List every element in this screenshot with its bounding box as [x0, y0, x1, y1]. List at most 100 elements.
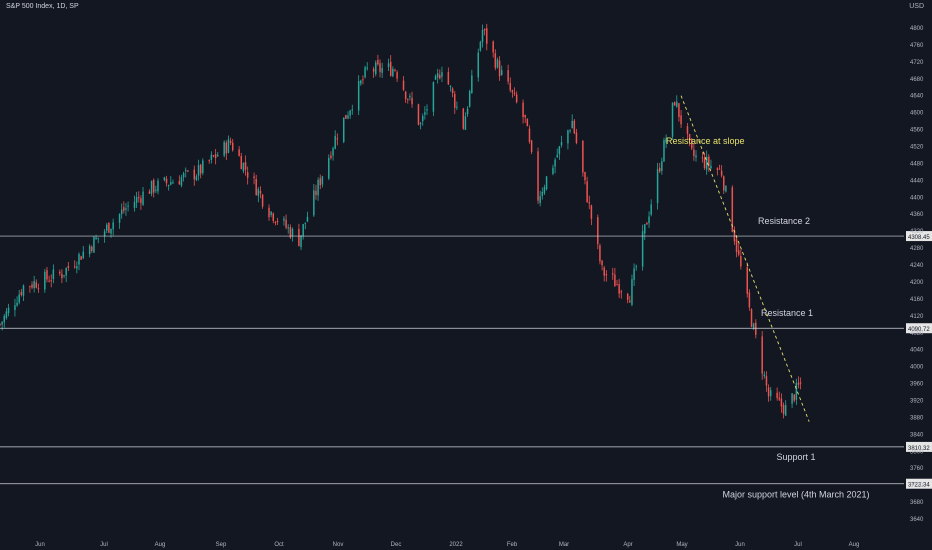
x-tick-label: Jul	[100, 542, 108, 548]
candle-body	[603, 267, 605, 276]
candle-body	[91, 246, 93, 251]
candle-body	[626, 293, 629, 300]
candle-body	[187, 170, 189, 172]
candle-body	[93, 237, 95, 253]
candle-body	[394, 70, 396, 72]
candle-body	[737, 250, 740, 255]
candle-body	[336, 138, 339, 140]
candle-body	[688, 133, 691, 141]
candle-body	[170, 182, 172, 185]
level-label: Resistance 1	[761, 308, 813, 318]
candle-body	[554, 159, 556, 167]
y-tick-label: 4640	[910, 94, 924, 100]
candle-body	[498, 60, 501, 77]
candle-body	[500, 70, 503, 75]
candle-body	[791, 393, 793, 404]
candle-body	[633, 268, 635, 280]
x-tick-label: Sep	[216, 542, 227, 548]
candle-body	[539, 196, 541, 203]
y-axis[interactable]: 3640 3680 3720 3760 3800 3840 3880 3920 3960 4000…	[910, 26, 924, 523]
candle-body	[492, 41, 494, 53]
candle-body	[285, 219, 287, 228]
candle-body	[195, 176, 198, 181]
candle-body	[150, 180, 153, 194]
candle-body	[29, 286, 31, 288]
x-tick-label: May	[676, 542, 687, 548]
candle-body	[752, 323, 755, 329]
candle-body	[466, 108, 469, 115]
candle-body	[246, 172, 249, 178]
candle-body	[686, 126, 689, 134]
candle-body	[332, 148, 334, 156]
candle-body	[618, 284, 620, 294]
candle-body	[494, 53, 497, 68]
candle-body	[50, 280, 52, 282]
candle-body	[767, 387, 770, 397]
candle-body	[597, 217, 599, 244]
x-axis[interactable]: Jun Jul Aug Sep Oct Nov Dec 2022 Feb Mar Apr May Jun…	[35, 542, 859, 548]
candle-body	[123, 207, 125, 211]
candle-body	[795, 383, 798, 400]
candle-body	[705, 156, 708, 170]
candle-body	[127, 205, 129, 207]
candle-body	[392, 68, 394, 77]
candle-body	[300, 235, 302, 248]
candle-body	[289, 227, 292, 238]
candle-body	[665, 138, 667, 143]
candle-body	[108, 222, 110, 233]
candle-body	[306, 216, 309, 222]
trend-line-group[interactable]: Resistance at slope	[666, 95, 810, 422]
candle-body	[731, 187, 734, 232]
candle-body	[182, 173, 185, 178]
candle-body	[799, 382, 802, 384]
candle-body	[693, 149, 695, 156]
candle-body	[76, 266, 78, 269]
candle-body	[238, 149, 240, 156]
y-tick-label: 4240	[910, 263, 924, 269]
candle-body	[317, 179, 319, 196]
candle-body	[313, 190, 315, 216]
candle-body	[349, 110, 351, 116]
candle-body	[573, 120, 576, 134]
candle-body	[328, 157, 330, 179]
y-tick-label: 4360	[910, 212, 924, 218]
candle-body	[345, 114, 347, 119]
y-tick-label: 4200	[910, 280, 924, 286]
candle-body	[210, 154, 213, 160]
candle-body	[404, 91, 407, 99]
x-tick-label: Aug	[849, 542, 860, 548]
candle-body	[748, 292, 751, 308]
candle-body	[302, 224, 304, 237]
candle-body	[180, 177, 183, 186]
candle-body	[163, 177, 166, 181]
x-tick-label: Mar	[559, 542, 569, 548]
candle-body	[80, 256, 82, 260]
candle-body	[97, 237, 99, 239]
candle-body	[342, 117, 345, 142]
candle-body	[464, 116, 467, 130]
y-tick-label: 4160	[910, 297, 924, 303]
level-label: Major support level (4th March 2021)	[722, 490, 869, 500]
candle-body	[755, 322, 757, 335]
candle-body	[616, 284, 618, 286]
slope-resistance-line[interactable]	[680, 95, 810, 422]
candle-body	[257, 189, 260, 196]
y-tick-label: 3800	[910, 449, 924, 455]
candle-body	[648, 216, 650, 224]
horizontal-levels[interactable]: Resistance 2 4308.45 Resistance 1 4090.72 Su…	[0, 216, 932, 500]
candle-body	[530, 140, 533, 152]
candle-body	[379, 63, 381, 72]
y-tick-label: 3840	[910, 432, 924, 438]
candle-body	[381, 68, 383, 73]
candle-body	[740, 256, 742, 267]
candle-body	[695, 155, 697, 158]
candle-body	[599, 245, 601, 262]
candle-body	[449, 86, 452, 88]
candle-body	[67, 265, 70, 268]
candle-body	[780, 398, 783, 407]
slope-resistance-label: Resistance at slope	[666, 136, 745, 146]
candle-body	[447, 72, 450, 85]
candle-body	[631, 279, 633, 305]
y-tick-label: 4120	[910, 314, 924, 320]
